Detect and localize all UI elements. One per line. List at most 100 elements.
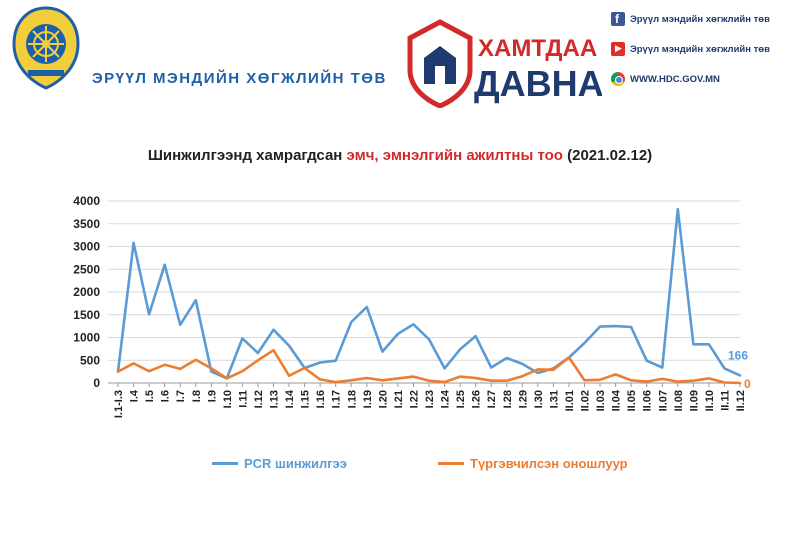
x-tick-label: II.07 [657,390,669,411]
data-point-1 [350,379,353,382]
y-tick-label: 3500 [73,217,100,231]
data-point-0 [132,241,135,244]
campaign-text-top: ХАМТДАА [478,35,597,62]
facebook-icon: f [611,12,625,26]
organization-name: ЭРҮҮЛ МЭНДИЙН ХӨГЖЛИЙН ТӨВ [92,70,387,87]
data-point-1 [552,368,555,371]
data-point-0 [521,362,524,365]
social-youtube[interactable]: ▶ Эрүүл мэндийн хөгжлийн төв [611,42,770,56]
y-tick-label: 4000 [73,194,100,208]
y-tick-label: 1500 [73,308,100,322]
legend-item-rapid: Түргэвчилсэн оношлуур [438,456,628,471]
y-tick-label: 3000 [73,240,100,254]
data-point-0 [583,342,586,344]
data-point-1 [474,377,477,379]
data-point-0 [443,367,446,370]
social-facebook[interactable]: f Эрүүл мэндийн хөгжлийн төв [611,12,770,26]
data-point-0 [194,299,197,302]
chart-title: Шинжилгээнд хамрагдсан эмч, эмнэлгийн аж… [0,147,800,164]
data-point-1 [692,379,695,382]
data-point-1 [459,375,461,378]
y-tick-label: 500 [80,353,100,367]
organization-emblem [12,6,80,90]
data-point-0 [163,263,166,266]
x-tick-label: I.12 [253,390,265,408]
x-tick-label: II.09 [688,390,700,411]
x-tick-label: I.9 [206,390,218,402]
x-tick-label: I.14 [284,389,296,408]
x-tick-label: II.12 [735,390,747,411]
x-tick-label: I.7 [175,390,187,402]
data-label-pcr-last: 166 [728,348,748,362]
social-website[interactable]: WWW.HDC.GOV.MN [611,72,720,86]
data-point-0 [272,328,275,331]
data-point-1 [723,381,726,384]
data-point-1 [194,358,197,361]
data-point-1 [210,367,213,370]
x-tick-label: I.21 [393,390,405,408]
y-tick-label: 2000 [73,285,100,299]
x-tick-label: II.02 [580,390,592,411]
data-point-1 [739,382,741,384]
legend-item-pcr: PCR шинжилгээ [212,456,347,471]
data-point-0 [179,323,182,326]
data-point-1 [241,370,244,373]
chrome-icon [611,72,625,86]
x-tick-label: I.31 [548,390,560,408]
data-point-1 [381,379,384,382]
data-point-1 [583,379,586,382]
data-point-1 [443,381,446,383]
data-point-1 [661,378,664,380]
data-point-1 [365,377,368,379]
data-point-0 [692,343,695,346]
x-tick-label: I.22 [408,390,420,408]
data-point-1 [614,373,617,376]
data-point-0 [412,323,415,326]
x-tick-label: I.15 [300,390,312,408]
data-point-0 [459,348,461,351]
x-tick-label: II.03 [595,390,607,411]
x-tick-label: I.17 [331,390,343,408]
data-point-1 [319,378,322,381]
x-tick-label: I.5 [144,390,156,402]
data-point-1 [676,380,679,383]
data-point-0 [365,306,368,308]
data-point-0 [599,325,601,328]
data-point-0 [614,325,617,328]
data-point-1 [148,370,151,373]
data-point-1 [645,380,648,383]
x-tick-label: I.23 [424,390,436,408]
data-point-1 [490,379,493,382]
x-tick-label: I.1-I.3 [113,390,125,418]
x-tick-label: II.05 [626,390,638,411]
data-point-1 [288,374,290,377]
x-tick-label: I.18 [346,390,358,408]
data-point-0 [241,337,244,340]
data-point-1 [179,367,182,370]
data-point-0 [739,374,741,377]
data-point-1 [505,379,508,382]
x-tick-label: I.20 [377,390,389,408]
x-tick-label: I.11 [237,390,249,408]
data-point-1 [397,377,399,380]
x-tick-label: II.01 [564,390,576,411]
x-tick-label: I.26 [471,390,483,408]
youtube-label: Эрүүл мэндийн хөгжлийн төв [630,43,770,55]
facebook-label: Эрүүл мэндийн хөгжлийн төв [630,13,770,25]
data-label-rapid-last: 0 [744,377,751,391]
x-tick-label: I.10 [222,390,234,408]
data-point-0 [630,326,633,328]
x-tick-label: I.16 [315,390,327,408]
y-tick-label: 1000 [73,331,100,345]
data-point-1 [599,378,601,381]
data-point-0 [505,357,508,359]
data-point-0 [288,344,290,347]
data-point-0 [428,338,430,341]
x-tick-label: I.8 [191,390,203,402]
data-point-1 [132,362,135,365]
data-point-0 [723,367,726,370]
x-tick-label: I.25 [455,390,467,408]
chart-title-prefix: Шинжилгээнд хамрагдсан [147,147,347,164]
x-tick-label: II.06 [642,390,654,411]
data-point-0 [676,208,679,211]
